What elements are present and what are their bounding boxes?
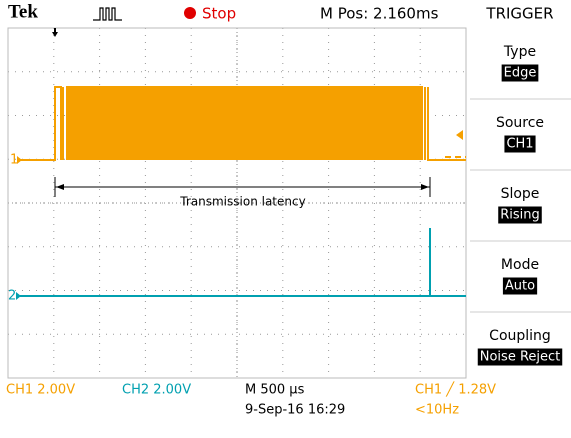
- menu-label: Mode: [501, 257, 539, 273]
- position: M Pos: 2.160ms: [320, 5, 439, 23]
- menu-value: Edge: [504, 66, 537, 81]
- date: 9-Sep-16 16:29: [245, 403, 345, 418]
- menu-value: Auto: [505, 279, 535, 294]
- ch2-scale: CH2 2.00V: [122, 383, 191, 398]
- ch1-scale: CH1 2.00V: [6, 383, 75, 398]
- run-status: Stop: [202, 5, 236, 23]
- timebase: M 500 µs: [245, 383, 305, 398]
- trigger-level: CH1 ╱ 1.28V: [415, 381, 496, 398]
- menu-value: CH1: [506, 137, 533, 152]
- oscilloscope-screen: Tek Stop M Pos: 2.160ms TRIGGER 1 Transm…: [0, 0, 571, 434]
- annotation: Transmission latency: [179, 195, 305, 209]
- frequency: <10Hz: [415, 403, 459, 418]
- menu-label: Coupling: [489, 328, 551, 344]
- menu-label: Type: [503, 44, 536, 60]
- menu-value: Noise Reject: [480, 350, 561, 365]
- menu-title: TRIGGER: [485, 5, 553, 23]
- menu-label: Slope: [501, 186, 540, 202]
- menu-label: Source: [496, 115, 544, 131]
- ch2-marker: 2: [8, 289, 16, 304]
- brand: Tek: [8, 1, 38, 22]
- menu-value: Rising: [500, 208, 540, 223]
